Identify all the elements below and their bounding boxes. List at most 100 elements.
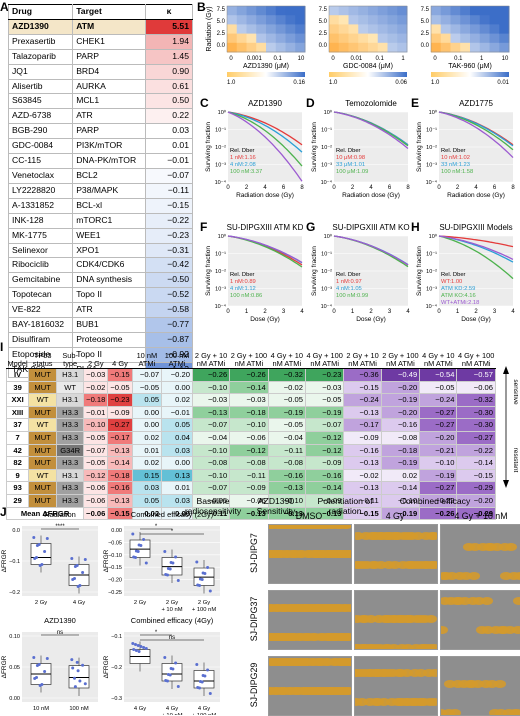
heatmap-cell [246, 24, 257, 35]
heatmap-cell [397, 33, 408, 44]
panel-label-d: D [306, 96, 315, 110]
frgr-value-cell: −0.17 [343, 418, 382, 432]
column-header: 100 nM ATMi [161, 352, 193, 369]
panel-label-c: C [200, 96, 209, 110]
frgr-value-cell: −0.19 [419, 468, 458, 483]
cell-blob [402, 644, 414, 649]
y-tick-label: 10⁻³ [215, 163, 226, 169]
frgr-value-cell: 0.01 [131, 443, 163, 458]
colorbar-min-label: 1.0 [329, 80, 338, 86]
mean-value-cell: −0.13 [267, 506, 306, 521]
frgr-value-cell: −0.09 [343, 430, 382, 445]
cell-blob [312, 604, 324, 612]
heatmap-cell [295, 15, 306, 25]
sub-cell: G34R [56, 443, 85, 458]
heatmap-cell [450, 6, 461, 16]
y-tick-label: 2.5 [421, 31, 430, 37]
data-point [201, 674, 205, 677]
y-tick-label: 0.0 [421, 43, 430, 49]
data-point [38, 564, 42, 567]
cell-blob [321, 525, 333, 529]
tp53-cell: MUT [28, 481, 58, 495]
heatmap-cell [236, 33, 247, 44]
frgr-value-cell: −0.54 [419, 368, 458, 382]
panel-label-b: B [197, 0, 206, 14]
heatmap-cell [266, 6, 277, 16]
cell-blob [469, 543, 481, 551]
heatmap-cell [450, 42, 461, 53]
y-tick-label: −0.2 [111, 665, 122, 671]
frgr-value-cell: 0.02 [161, 393, 193, 407]
heatmap-cell [368, 6, 379, 16]
colorbar-max-label: 0.16 [293, 80, 305, 86]
table-row: 93 MUT H3.3 −0.06 −0.16 0.03 0.01 −0.07 −0.09 −0.… [5, 481, 496, 495]
box [30, 543, 52, 565]
y-tick-label: 10⁰ [429, 233, 438, 240]
y-axis-label: ΔFRGR [1, 655, 8, 678]
y-tick-label: 7.5 [217, 7, 226, 13]
heatmap-cell [470, 33, 481, 44]
cell-blob [473, 597, 485, 605]
frgr-value-cell: −0.08 [267, 456, 306, 470]
heatmap-cell [431, 42, 442, 53]
legend-entry: 10 μM:0.98 [336, 155, 365, 161]
significance-label: * [155, 524, 158, 530]
mean-value-cell: −0.06 [83, 506, 109, 521]
cell-blob [333, 525, 345, 529]
data-point [166, 567, 170, 570]
tp53-cell: MUT [28, 443, 58, 458]
frgr-value-cell: −0.11 [229, 468, 269, 483]
data-point [174, 555, 178, 559]
data-point [35, 544, 39, 547]
y-tick-label: 10⁻¹ [426, 128, 437, 134]
table-row: 42 MUT G34R −0.07 −0.13 0.01 0.03 −0.10 −0.12 −0.… [5, 443, 496, 458]
data-point [76, 669, 80, 673]
frgr-value-cell: −0.05 [83, 430, 109, 445]
table-row: S63845 MCL1 0.50 [7, 93, 193, 110]
kappa-cell: 0.61 [145, 78, 193, 95]
category-label: 2 Gy [134, 600, 146, 606]
frgr-value-cell: −0.04 [267, 430, 306, 445]
heatmap-cell [236, 42, 247, 53]
frgr-value-cell: −0.30 [456, 418, 496, 432]
frgr-value-cell: −0.29 [456, 481, 496, 495]
cell-blob [322, 604, 334, 612]
column-header: 4 Gy + 10 nM ATMi [419, 352, 457, 369]
colorbar-min-label: 1.0 [227, 80, 236, 86]
target-cell: DNA synthesis [72, 272, 146, 289]
heatmap-cell [227, 15, 238, 25]
data-point [198, 577, 202, 581]
x-tick-label: 4 [300, 309, 304, 315]
data-point [131, 642, 135, 645]
tp53-cell: MUT [28, 456, 58, 470]
data-point [132, 555, 136, 559]
target-cell: BUB1 [72, 317, 146, 333]
y-tick-label: 10⁻² [321, 145, 332, 151]
cell-blob [402, 532, 414, 540]
heatmap-cell [285, 6, 296, 16]
y-tick-label: 10⁰ [429, 109, 438, 116]
cell-blob [335, 633, 347, 641]
target-cell: MCL1 [72, 93, 146, 110]
heatmap-cell [479, 33, 490, 44]
heatmap-cell [256, 15, 267, 25]
tp53-cell: MUT [28, 493, 58, 508]
category-label: 4 Gy [198, 706, 210, 712]
frgr-value-cell: −0.32 [456, 393, 496, 407]
legend-entry: 10 nM:1.02 [441, 155, 470, 161]
frgr-value-cell: −0.14 [229, 380, 269, 395]
cell-blob [380, 532, 392, 540]
x-tick-label: 2 [456, 185, 460, 191]
table-row: XXI WT H3.1 −0.18 −0.23 0.05 0.02 −0.03 −0.03 −0.… [5, 393, 496, 407]
legend-entry: 4 nM:2.08 [230, 162, 256, 168]
frgr-value-cell: −0.12 [83, 468, 109, 483]
cell-blob [514, 572, 520, 580]
heatmap-cell [266, 33, 277, 44]
frgr-value-cell: 0.02 [131, 456, 163, 470]
target-cell: Topo II [72, 287, 146, 304]
cell-blob [389, 561, 401, 569]
heatmap-cell [397, 24, 408, 35]
frgr-value-cell: 0.03 [131, 481, 163, 495]
heatmap-cell [470, 42, 481, 53]
heatmap-cell [431, 15, 442, 25]
